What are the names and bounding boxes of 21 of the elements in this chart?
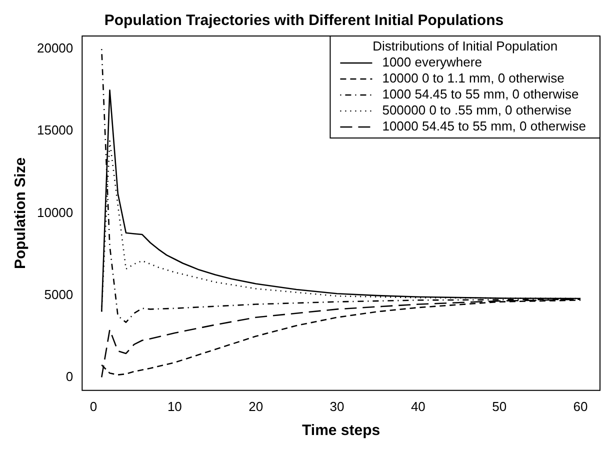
y-axis-title: Population Size xyxy=(12,157,30,270)
legend-label: 1000 everywhere xyxy=(382,54,482,70)
x-tick-label: 40 xyxy=(410,398,426,414)
x-tick-label: 30 xyxy=(330,398,344,414)
y-tick-label: 10000 xyxy=(36,204,74,220)
x-tick-label: 50 xyxy=(492,398,507,414)
y-tick-label: 15000 xyxy=(36,122,74,138)
x-tick-label: 10 xyxy=(167,398,182,414)
chart-title: Population Trajectories with Different Initial Populations xyxy=(104,12,504,30)
x-axis-title: Time steps xyxy=(302,422,380,440)
legend-label: 500000 0 to .55 mm, 0 otherwise xyxy=(382,102,572,118)
x-tick-label: 60 xyxy=(573,398,588,414)
legend-label: 10000 0 to 1.1 mm, 0 otherwise xyxy=(382,70,564,86)
x-tick-label: 0 xyxy=(90,398,98,414)
legend-label: 10000 54.45 to 55 mm, 0 otherwise xyxy=(382,118,586,134)
x-tick-label: 20 xyxy=(248,398,264,414)
y-tick-label: 0 xyxy=(66,368,74,384)
y-tick-label: 5000 xyxy=(44,286,74,302)
legend-label: 1000 54.45 to 55 mm, 0 otherwise xyxy=(382,86,579,102)
y-tick-label: 20000 xyxy=(36,40,74,56)
legend-title: Distributions of Initial Population xyxy=(372,38,558,54)
